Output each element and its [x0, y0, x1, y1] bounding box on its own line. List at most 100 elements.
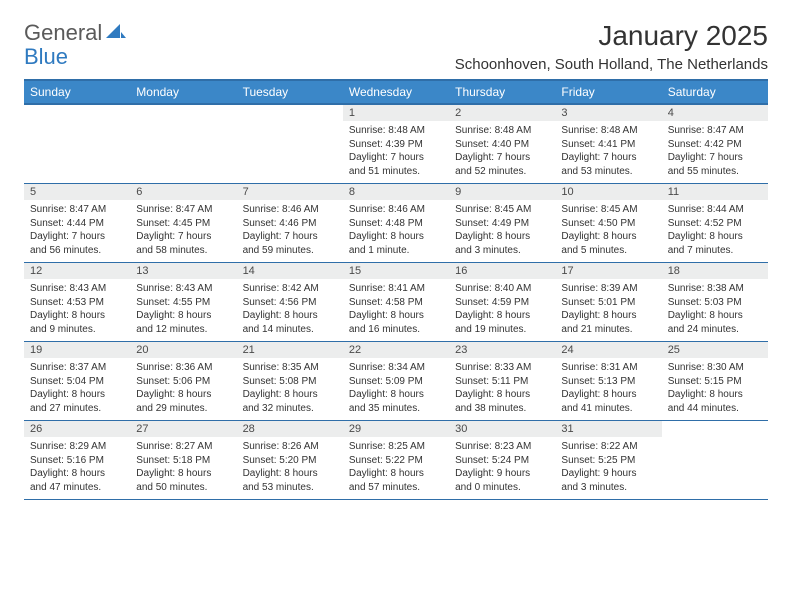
calendar-week-row: 12Sunrise: 8:43 AMSunset: 4:53 PMDayligh…	[24, 263, 768, 342]
day-number: 9	[449, 184, 555, 200]
day-number: 13	[130, 263, 236, 279]
day-number: 29	[343, 421, 449, 437]
day-details: Sunrise: 8:48 AMSunset: 4:41 PMDaylight:…	[555, 121, 661, 183]
day-number: 7	[237, 184, 343, 200]
weekday-header: Thursday	[449, 80, 555, 104]
day-details: Sunrise: 8:41 AMSunset: 4:58 PMDaylight:…	[343, 279, 449, 341]
calendar-day-cell: 3Sunrise: 8:48 AMSunset: 4:41 PMDaylight…	[555, 104, 661, 184]
day-number: 12	[24, 263, 130, 279]
day-details: Sunrise: 8:45 AMSunset: 4:49 PMDaylight:…	[449, 200, 555, 262]
calendar-day-cell: 26Sunrise: 8:29 AMSunset: 5:16 PMDayligh…	[24, 421, 130, 500]
day-details: Sunrise: 8:39 AMSunset: 5:01 PMDaylight:…	[555, 279, 661, 341]
location: Schoonhoven, South Holland, The Netherla…	[455, 56, 768, 73]
day-details: Sunrise: 8:30 AMSunset: 5:15 PMDaylight:…	[662, 358, 768, 420]
day-details: Sunrise: 8:44 AMSunset: 4:52 PMDaylight:…	[662, 200, 768, 262]
day-details: Sunrise: 8:38 AMSunset: 5:03 PMDaylight:…	[662, 279, 768, 341]
day-number: 11	[662, 184, 768, 200]
weekday-header-row: Sunday Monday Tuesday Wednesday Thursday…	[24, 80, 768, 104]
day-details: Sunrise: 8:29 AMSunset: 5:16 PMDaylight:…	[24, 437, 130, 499]
weekday-header: Saturday	[662, 80, 768, 104]
day-number: 21	[237, 342, 343, 358]
calendar-day-cell: 8Sunrise: 8:46 AMSunset: 4:48 PMDaylight…	[343, 184, 449, 263]
day-details: Sunrise: 8:43 AMSunset: 4:55 PMDaylight:…	[130, 279, 236, 341]
day-number: 19	[24, 342, 130, 358]
calendar-day-cell: 27Sunrise: 8:27 AMSunset: 5:18 PMDayligh…	[130, 421, 236, 500]
day-details: Sunrise: 8:37 AMSunset: 5:04 PMDaylight:…	[24, 358, 130, 420]
calendar-week-row: 26Sunrise: 8:29 AMSunset: 5:16 PMDayligh…	[24, 421, 768, 500]
day-details: Sunrise: 8:42 AMSunset: 4:56 PMDaylight:…	[237, 279, 343, 341]
title-block: January 2025 Schoonhoven, South Holland,…	[455, 20, 768, 73]
day-details: Sunrise: 8:46 AMSunset: 4:48 PMDaylight:…	[343, 200, 449, 262]
day-details: Sunrise: 8:43 AMSunset: 4:53 PMDaylight:…	[24, 279, 130, 341]
calendar-day-cell: 19Sunrise: 8:37 AMSunset: 5:04 PMDayligh…	[24, 342, 130, 421]
logo: General	[24, 20, 130, 46]
day-number: 8	[343, 184, 449, 200]
weekday-header: Tuesday	[237, 80, 343, 104]
weekday-header: Monday	[130, 80, 236, 104]
day-details: Sunrise: 8:48 AMSunset: 4:40 PMDaylight:…	[449, 121, 555, 183]
calendar-day-cell: 6Sunrise: 8:47 AMSunset: 4:45 PMDaylight…	[130, 184, 236, 263]
day-details: Sunrise: 8:47 AMSunset: 4:45 PMDaylight:…	[130, 200, 236, 262]
day-details: Sunrise: 8:26 AMSunset: 5:20 PMDaylight:…	[237, 437, 343, 499]
day-number	[662, 421, 768, 425]
day-number: 26	[24, 421, 130, 437]
day-number: 4	[662, 105, 768, 121]
logo-text2-wrap: Blue	[24, 44, 68, 70]
calendar-day-cell	[662, 421, 768, 500]
calendar-day-cell	[237, 104, 343, 184]
calendar-table: Sunday Monday Tuesday Wednesday Thursday…	[24, 79, 768, 500]
calendar-day-cell: 29Sunrise: 8:25 AMSunset: 5:22 PMDayligh…	[343, 421, 449, 500]
day-number: 17	[555, 263, 661, 279]
day-details: Sunrise: 8:36 AMSunset: 5:06 PMDaylight:…	[130, 358, 236, 420]
calendar-day-cell: 25Sunrise: 8:30 AMSunset: 5:15 PMDayligh…	[662, 342, 768, 421]
day-number: 25	[662, 342, 768, 358]
calendar-day-cell: 14Sunrise: 8:42 AMSunset: 4:56 PMDayligh…	[237, 263, 343, 342]
calendar-day-cell: 21Sunrise: 8:35 AMSunset: 5:08 PMDayligh…	[237, 342, 343, 421]
weekday-header: Wednesday	[343, 80, 449, 104]
day-number: 3	[555, 105, 661, 121]
calendar-day-cell: 15Sunrise: 8:41 AMSunset: 4:58 PMDayligh…	[343, 263, 449, 342]
day-number: 28	[237, 421, 343, 437]
day-number: 5	[24, 184, 130, 200]
day-details: Sunrise: 8:33 AMSunset: 5:11 PMDaylight:…	[449, 358, 555, 420]
day-details: Sunrise: 8:35 AMSunset: 5:08 PMDaylight:…	[237, 358, 343, 420]
day-details: Sunrise: 8:46 AMSunset: 4:46 PMDaylight:…	[237, 200, 343, 262]
day-number: 30	[449, 421, 555, 437]
calendar-day-cell: 1Sunrise: 8:48 AMSunset: 4:39 PMDaylight…	[343, 104, 449, 184]
day-number: 6	[130, 184, 236, 200]
day-number: 18	[662, 263, 768, 279]
day-number: 1	[343, 105, 449, 121]
calendar-day-cell: 11Sunrise: 8:44 AMSunset: 4:52 PMDayligh…	[662, 184, 768, 263]
calendar-day-cell: 7Sunrise: 8:46 AMSunset: 4:46 PMDaylight…	[237, 184, 343, 263]
day-details: Sunrise: 8:25 AMSunset: 5:22 PMDaylight:…	[343, 437, 449, 499]
day-number	[237, 105, 343, 109]
calendar-day-cell: 13Sunrise: 8:43 AMSunset: 4:55 PMDayligh…	[130, 263, 236, 342]
calendar-day-cell: 22Sunrise: 8:34 AMSunset: 5:09 PMDayligh…	[343, 342, 449, 421]
day-details: Sunrise: 8:48 AMSunset: 4:39 PMDaylight:…	[343, 121, 449, 183]
calendar-day-cell: 20Sunrise: 8:36 AMSunset: 5:06 PMDayligh…	[130, 342, 236, 421]
day-details: Sunrise: 8:45 AMSunset: 4:50 PMDaylight:…	[555, 200, 661, 262]
day-number	[24, 105, 130, 109]
day-number: 10	[555, 184, 661, 200]
day-details: Sunrise: 8:40 AMSunset: 4:59 PMDaylight:…	[449, 279, 555, 341]
calendar-day-cell: 9Sunrise: 8:45 AMSunset: 4:49 PMDaylight…	[449, 184, 555, 263]
day-number	[130, 105, 236, 109]
calendar-day-cell: 17Sunrise: 8:39 AMSunset: 5:01 PMDayligh…	[555, 263, 661, 342]
calendar-day-cell: 18Sunrise: 8:38 AMSunset: 5:03 PMDayligh…	[662, 263, 768, 342]
calendar-day-cell: 16Sunrise: 8:40 AMSunset: 4:59 PMDayligh…	[449, 263, 555, 342]
day-number: 2	[449, 105, 555, 121]
calendar-day-cell: 31Sunrise: 8:22 AMSunset: 5:25 PMDayligh…	[555, 421, 661, 500]
day-number: 20	[130, 342, 236, 358]
calendar-day-cell: 24Sunrise: 8:31 AMSunset: 5:13 PMDayligh…	[555, 342, 661, 421]
calendar-day-cell: 23Sunrise: 8:33 AMSunset: 5:11 PMDayligh…	[449, 342, 555, 421]
day-number: 23	[449, 342, 555, 358]
calendar-day-cell: 30Sunrise: 8:23 AMSunset: 5:24 PMDayligh…	[449, 421, 555, 500]
calendar-day-cell: 4Sunrise: 8:47 AMSunset: 4:42 PMDaylight…	[662, 104, 768, 184]
calendar-week-row: 1Sunrise: 8:48 AMSunset: 4:39 PMDaylight…	[24, 104, 768, 184]
calendar-week-row: 5Sunrise: 8:47 AMSunset: 4:44 PMDaylight…	[24, 184, 768, 263]
day-number: 24	[555, 342, 661, 358]
day-number: 16	[449, 263, 555, 279]
calendar-day-cell: 28Sunrise: 8:26 AMSunset: 5:20 PMDayligh…	[237, 421, 343, 500]
logo-sail-icon	[106, 22, 128, 45]
day-number: 15	[343, 263, 449, 279]
